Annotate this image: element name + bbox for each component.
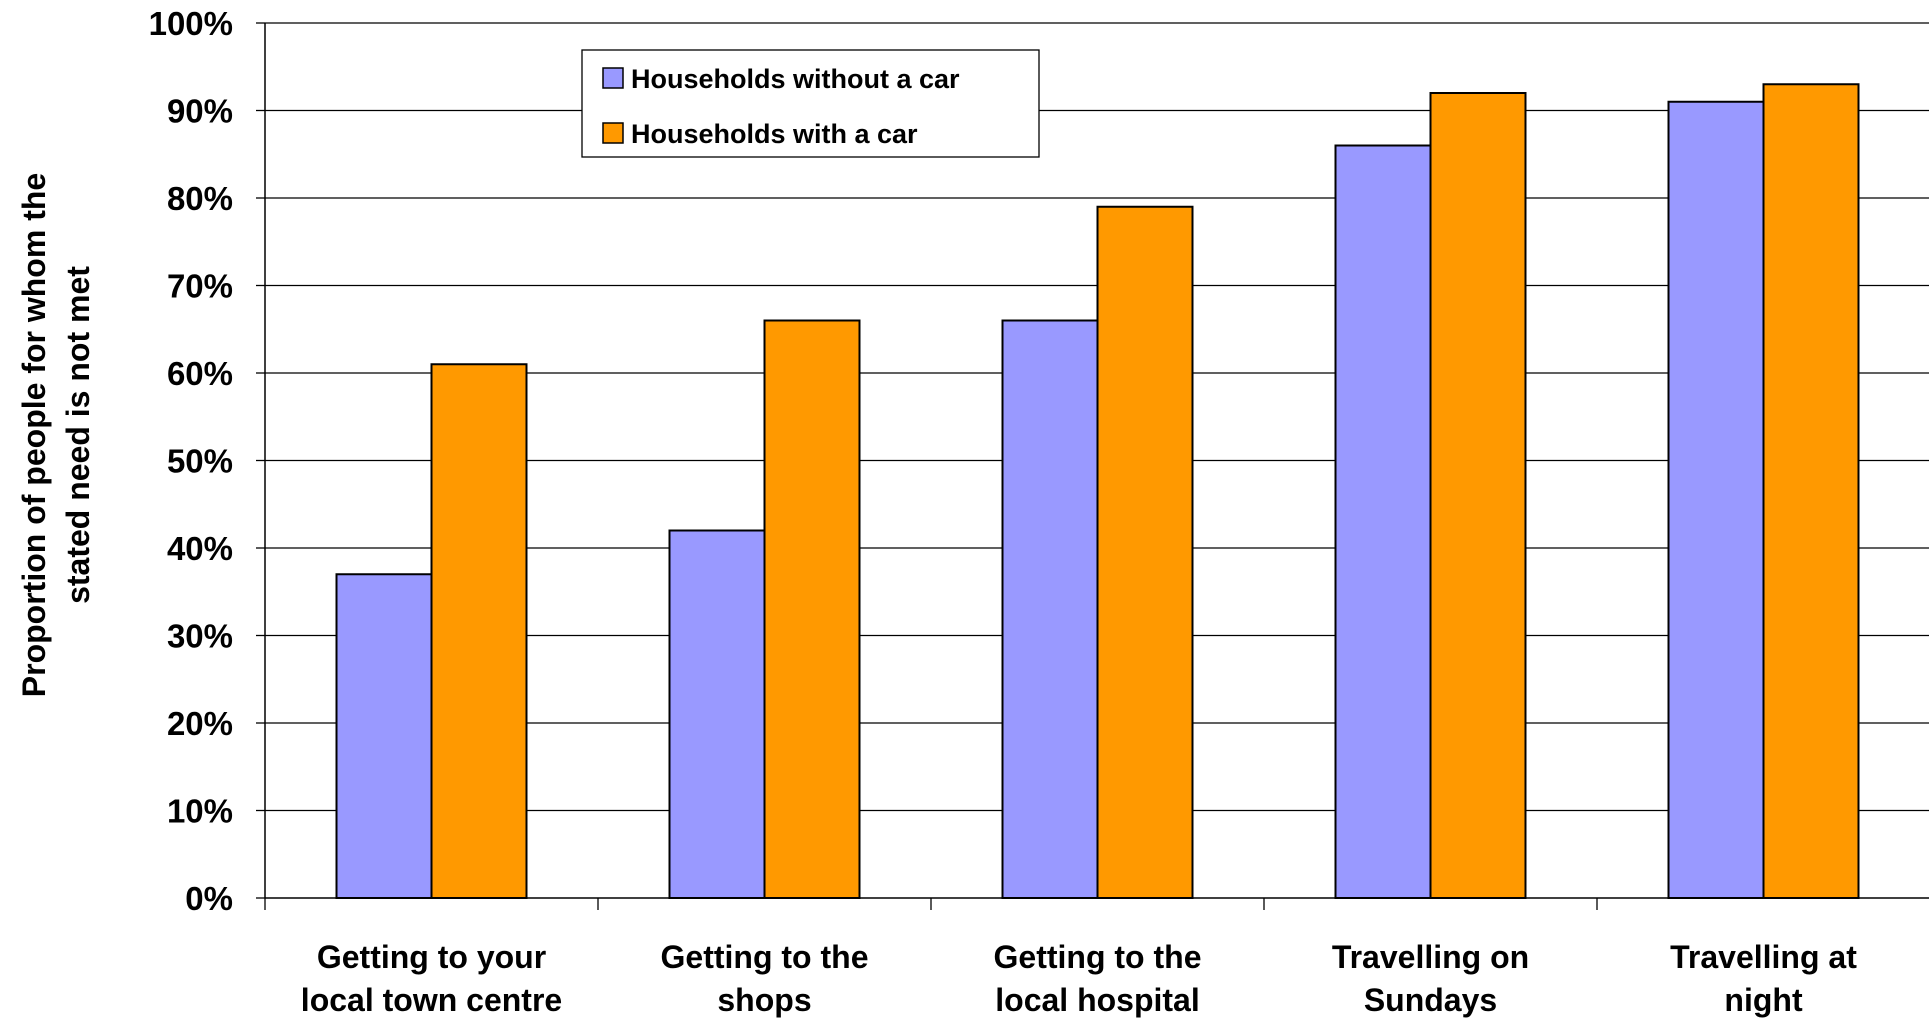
y-tick-label: 50% xyxy=(167,443,233,480)
x-tick-label: shops xyxy=(717,982,811,1018)
y-tick-label: 90% xyxy=(167,93,233,130)
legend-swatch xyxy=(602,122,624,144)
legend-box xyxy=(581,49,1040,158)
legend-swatch xyxy=(602,67,624,89)
y-tick-label: 40% xyxy=(167,530,233,567)
y-axis-label-line: Proportion of people for whom the xyxy=(16,173,52,697)
y-tick-label: 30% xyxy=(167,618,233,655)
x-tick-label: Sundays xyxy=(1364,982,1497,1018)
y-tick-label: 70% xyxy=(167,268,233,305)
bar-without-car-3 xyxy=(1334,144,1432,899)
bar-with-car-0 xyxy=(430,363,528,899)
y-tick-label: 100% xyxy=(149,5,233,42)
legend-label: Households without a car xyxy=(631,64,960,94)
x-tick-label: Travelling on xyxy=(1332,939,1529,975)
y-tick-label: 80% xyxy=(167,180,233,217)
y-tick-label: 60% xyxy=(167,355,233,392)
x-tick-label: local hospital xyxy=(995,982,1199,1018)
x-tick-label: Getting to the xyxy=(661,939,869,975)
x-tick-label: Getting to your xyxy=(317,939,546,975)
y-tick-label: 0% xyxy=(185,880,233,917)
bars xyxy=(335,83,1860,899)
y-tick-label: 10% xyxy=(167,793,233,830)
bar-without-car-2 xyxy=(1001,319,1099,899)
x-tick-label: Getting to the xyxy=(994,939,1202,975)
y-tick-labels: 0% 10% 20% 30% 40% 50% 60% 70% 80% 90% 100% xyxy=(149,5,233,917)
bar-without-car-0 xyxy=(335,573,433,899)
bar-with-car-4 xyxy=(1762,83,1860,899)
bar-without-car-1 xyxy=(668,529,766,899)
bar-with-car-2 xyxy=(1096,205,1194,899)
x-tick-label: local town centre xyxy=(301,982,562,1018)
axes xyxy=(256,22,1929,910)
legend-label: Households with a car xyxy=(631,119,918,149)
bar-with-car-3 xyxy=(1429,92,1527,899)
bar-with-car-1 xyxy=(763,319,861,899)
y-tick-label: 20% xyxy=(167,705,233,742)
x-tick-label: Travelling at xyxy=(1670,939,1857,975)
x-tick-label: night xyxy=(1724,982,1803,1018)
legend: Households without a car Households with … xyxy=(581,49,1040,158)
y-axis-label-line: stated need is not met xyxy=(60,266,96,604)
x-tick-labels: Getting to your local town centre Getting … xyxy=(301,939,1857,1018)
y-axis-label: Proportion of people for whom the stated … xyxy=(16,173,96,697)
bar-without-car-4 xyxy=(1667,100,1765,899)
